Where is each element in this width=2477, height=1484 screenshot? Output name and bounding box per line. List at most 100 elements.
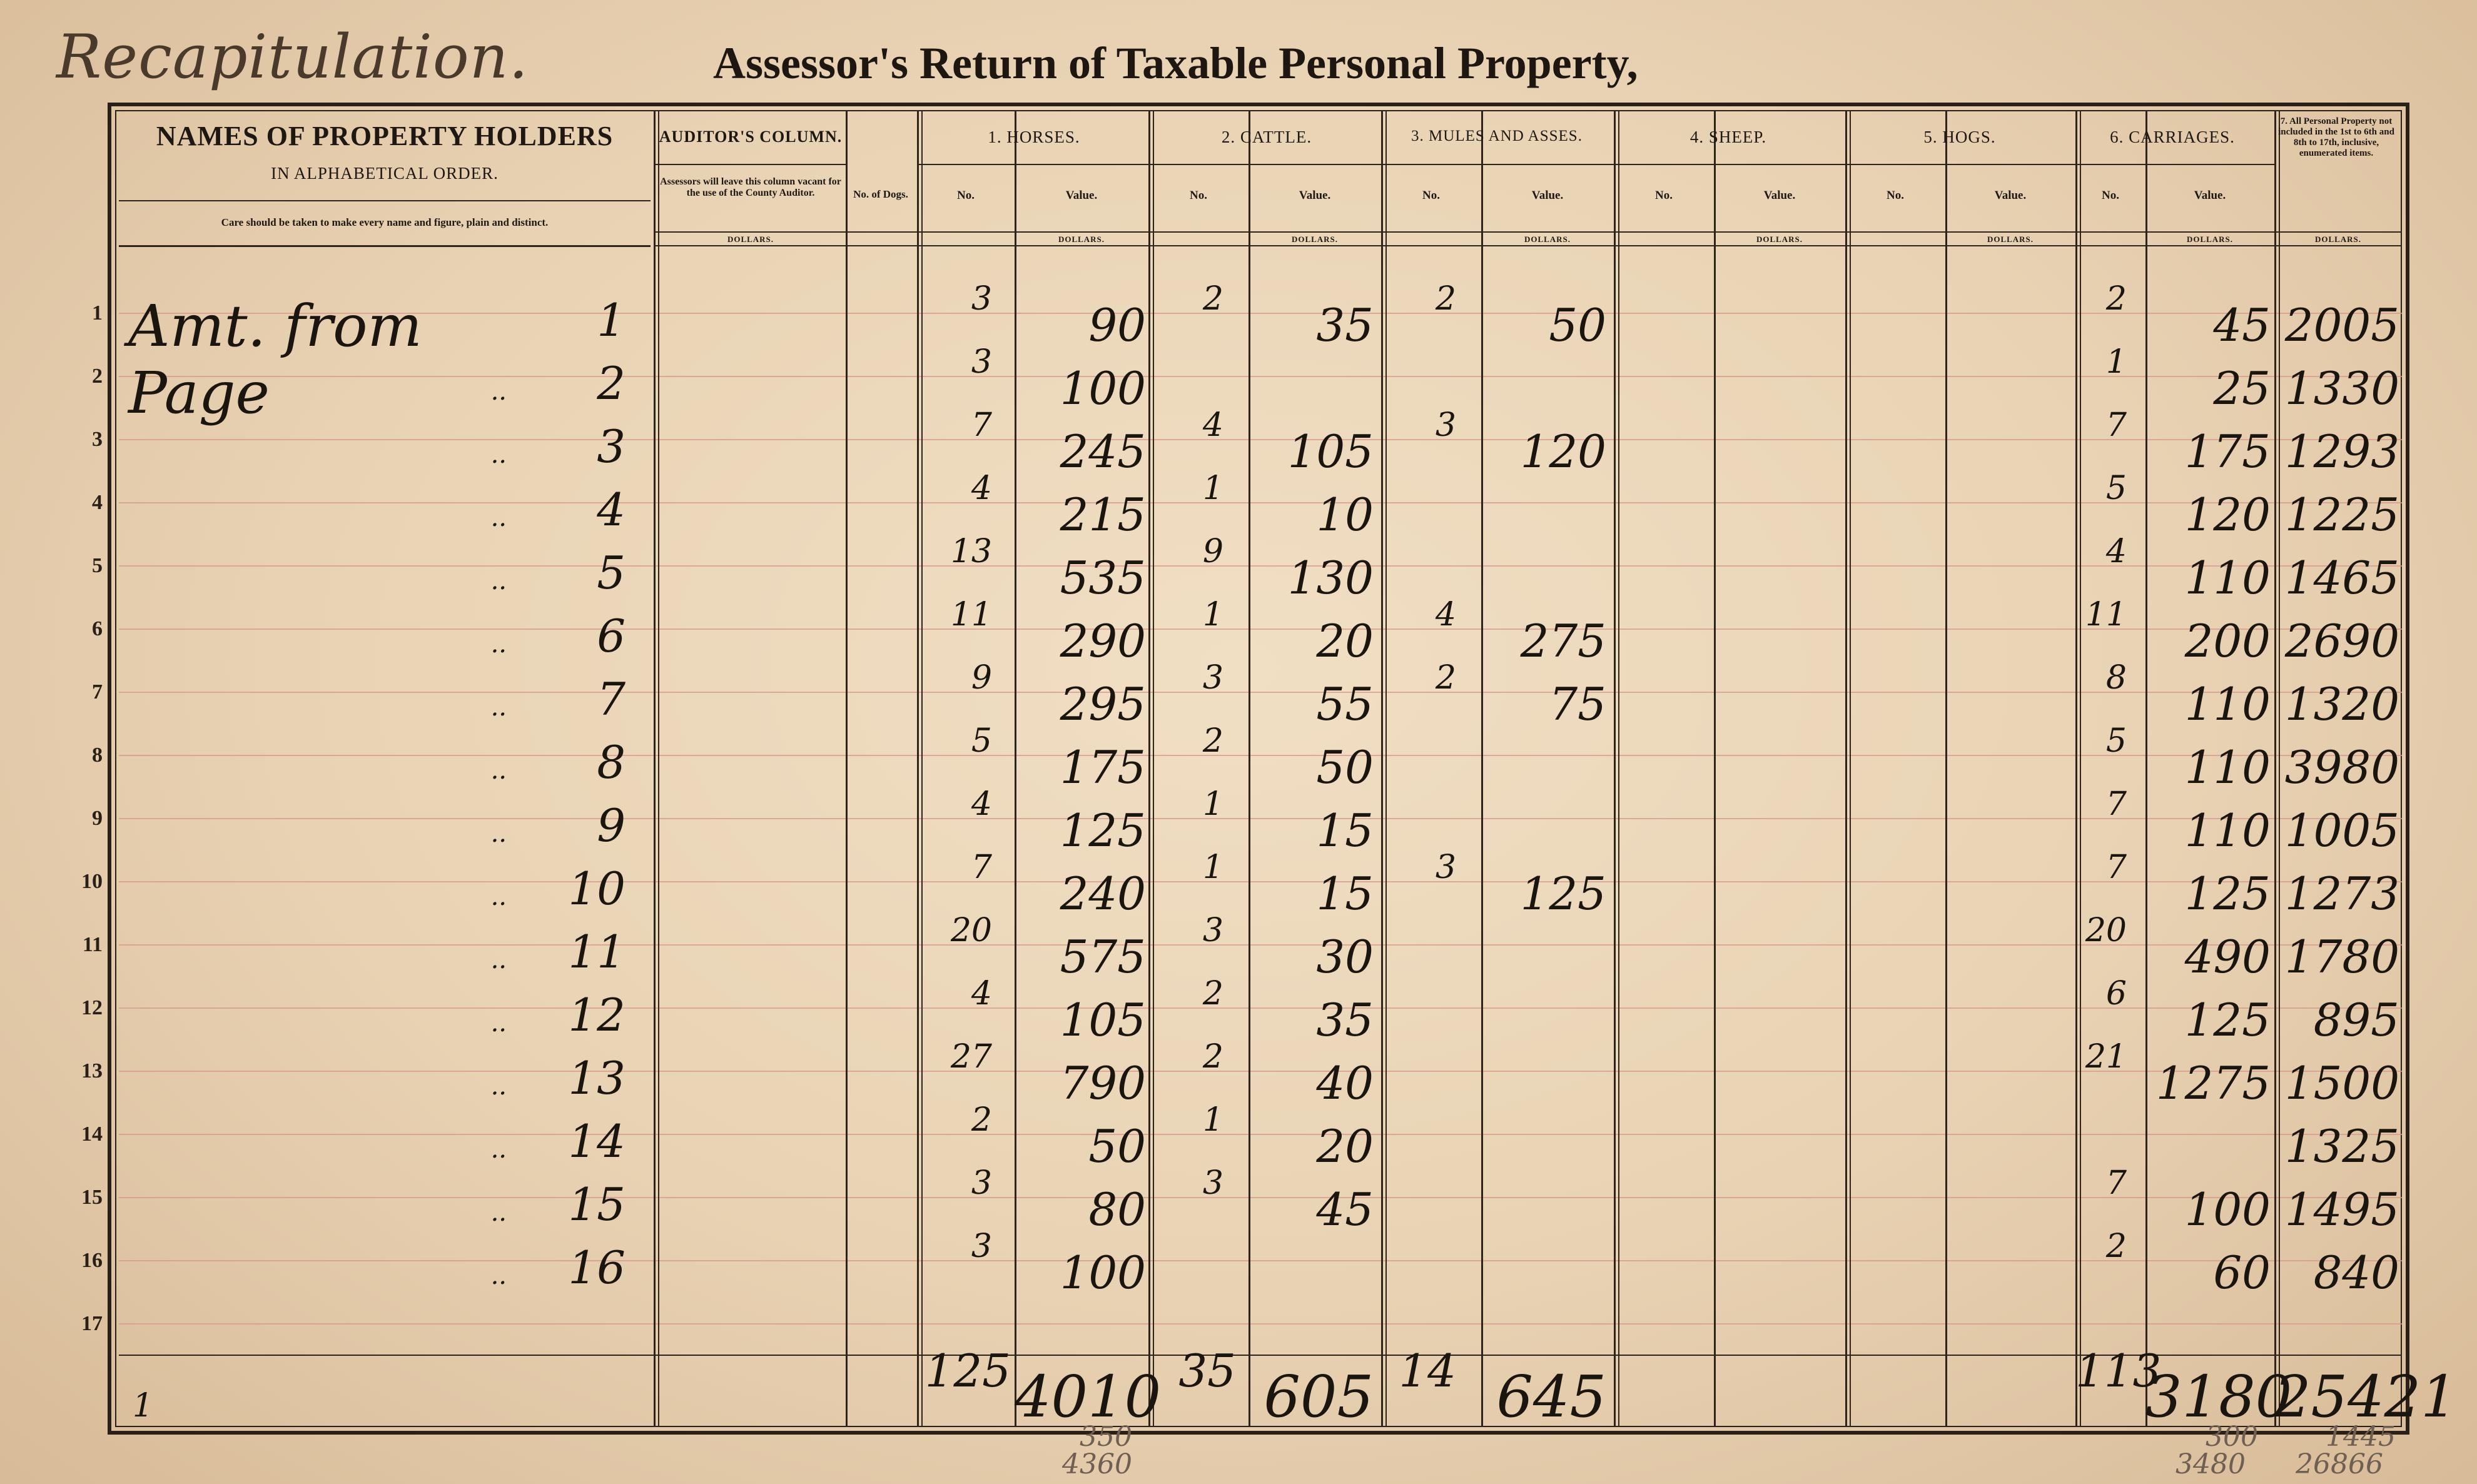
dollars-subheader: DOLLARS. bbox=[1058, 235, 1105, 244]
row-number: 8 bbox=[92, 744, 103, 767]
carriages-value: 120 bbox=[2184, 488, 2271, 541]
horses-value: 575 bbox=[1060, 931, 1146, 983]
ditto-mark: .. bbox=[490, 756, 507, 785]
row-number: 9 bbox=[92, 807, 103, 830]
header-rule bbox=[654, 164, 846, 165]
ditto-mark: .. bbox=[490, 1072, 507, 1101]
horses-value: 215 bbox=[1060, 488, 1146, 541]
cattle-count: 2 bbox=[1202, 722, 1223, 760]
horses-count: 4 bbox=[971, 785, 992, 823]
ditto-mark: .. bbox=[490, 567, 507, 595]
dogs-header: No. of Dogs. bbox=[853, 188, 908, 200]
ruled-line bbox=[119, 502, 2402, 503]
auditor-dollars: DOLLARS. bbox=[727, 235, 774, 244]
cattle-value: 55 bbox=[1316, 678, 1374, 730]
row-number: 14 bbox=[81, 1123, 103, 1146]
hogs-header: 5. HOGS. bbox=[1923, 128, 1996, 146]
pencil-note: 3480 bbox=[2176, 1448, 2246, 1480]
column-divider bbox=[1618, 110, 1619, 1427]
other-property-value: 3980 bbox=[2284, 741, 2399, 794]
pencil-note: 26866 bbox=[2296, 1448, 2383, 1480]
row-number: 13 bbox=[81, 1059, 103, 1083]
table-frame bbox=[108, 103, 2409, 1435]
page-number: 8 bbox=[597, 736, 626, 789]
header-rule bbox=[917, 164, 2075, 165]
column-divider bbox=[921, 110, 923, 1427]
horses-count: 4 bbox=[971, 975, 992, 1012]
horses-value: 90 bbox=[1088, 299, 1146, 351]
ruled-line bbox=[119, 692, 2402, 693]
mules-count: 2 bbox=[1435, 280, 1456, 318]
cattle-value: 15 bbox=[1316, 867, 1374, 920]
horses-count: 3 bbox=[971, 1228, 992, 1265]
mules-value: 50 bbox=[1549, 299, 1606, 351]
pencil-note: 350 bbox=[1080, 1421, 1132, 1453]
ditto-mark: .. bbox=[490, 440, 507, 469]
header-rule bbox=[2075, 164, 2274, 165]
column-divider bbox=[2080, 110, 2081, 1427]
horses-count: 5 bbox=[971, 722, 992, 760]
ditto-mark: .. bbox=[490, 693, 507, 722]
totals-rule bbox=[119, 1355, 2402, 1356]
column-divider bbox=[1153, 110, 1154, 1427]
column-divider bbox=[1148, 110, 1150, 1427]
dollars-subheader: DOLLARS. bbox=[1524, 235, 1571, 244]
carriages-total-count: 113 bbox=[2075, 1345, 2162, 1397]
cattle-count: 1 bbox=[1202, 596, 1223, 633]
cattle-count: 3 bbox=[1202, 659, 1223, 697]
horses-count: 7 bbox=[971, 406, 992, 444]
page-number: 12 bbox=[568, 989, 626, 1041]
cattle-value: 15 bbox=[1316, 804, 1374, 857]
cattle-value: 35 bbox=[1316, 994, 1374, 1046]
cattle-count: 3 bbox=[1202, 1164, 1223, 1202]
mules-value: 125 bbox=[1520, 867, 1606, 920]
other-property-value: 1325 bbox=[2284, 1120, 2399, 1173]
mules-total-count: 14 bbox=[1399, 1345, 1456, 1397]
value-subheader: Value. bbox=[1994, 189, 2027, 202]
pencil-note: 4360 bbox=[1062, 1448, 1132, 1480]
carriages-count: 2 bbox=[2105, 1228, 2127, 1265]
cattle-total-value: 605 bbox=[1264, 1363, 1374, 1430]
mules-value: 75 bbox=[1549, 678, 1606, 730]
horses-count: 11 bbox=[950, 596, 992, 633]
value-subheader: Value. bbox=[1065, 189, 1098, 202]
cattle-value: 130 bbox=[1287, 552, 1374, 604]
carriages-count: 11 bbox=[2085, 596, 2127, 633]
mules-count: 3 bbox=[1435, 849, 1456, 886]
carriages-value: 125 bbox=[2184, 867, 2271, 920]
cattle-count: 3 bbox=[1202, 912, 1223, 949]
column-divider bbox=[1481, 110, 1483, 1427]
other-property-value: 1330 bbox=[2284, 362, 2399, 415]
column-divider bbox=[917, 110, 919, 1427]
carriages-count: 4 bbox=[2105, 533, 2127, 570]
column-divider bbox=[1015, 110, 1016, 1427]
cattle-value: 40 bbox=[1316, 1057, 1374, 1109]
ruled-line bbox=[119, 439, 2402, 440]
other-property-value: 2690 bbox=[2284, 615, 2399, 667]
column-divider bbox=[2279, 110, 2280, 1427]
page-number: 7 bbox=[597, 673, 626, 725]
recapitulation-note: Recapitulation. bbox=[56, 22, 529, 92]
carriages-count: 5 bbox=[2105, 470, 2127, 507]
horses-value: 100 bbox=[1060, 1246, 1146, 1299]
mules-header: 3. MULES AND ASSES. bbox=[1411, 128, 1583, 144]
other-property-value: 1273 bbox=[2284, 867, 2399, 920]
cattle-value: 30 bbox=[1316, 931, 1374, 983]
no-subheader: No. bbox=[1887, 189, 1904, 202]
carriages-count: 20 bbox=[2085, 912, 2127, 949]
row-number: 7 bbox=[92, 680, 103, 704]
no-subheader: No. bbox=[1190, 189, 1207, 202]
cattle-count: 4 bbox=[1202, 406, 1223, 444]
ditto-mark: .. bbox=[490, 1261, 507, 1290]
page-number: 5 bbox=[597, 547, 626, 599]
other-property-value: 895 bbox=[2313, 994, 2399, 1046]
carriages-value: 45 bbox=[2213, 299, 2271, 351]
carriages-count: 7 bbox=[2105, 785, 2127, 823]
dollars-subheader: DOLLARS. bbox=[1756, 235, 1803, 244]
cattle-count: 2 bbox=[1202, 1038, 1223, 1076]
column-divider bbox=[1714, 110, 1716, 1427]
other-property-value: 1293 bbox=[2284, 425, 2399, 478]
horses-value: 290 bbox=[1060, 615, 1146, 667]
column-divider bbox=[658, 110, 659, 1427]
other-property-value: 1780 bbox=[2284, 931, 2399, 983]
